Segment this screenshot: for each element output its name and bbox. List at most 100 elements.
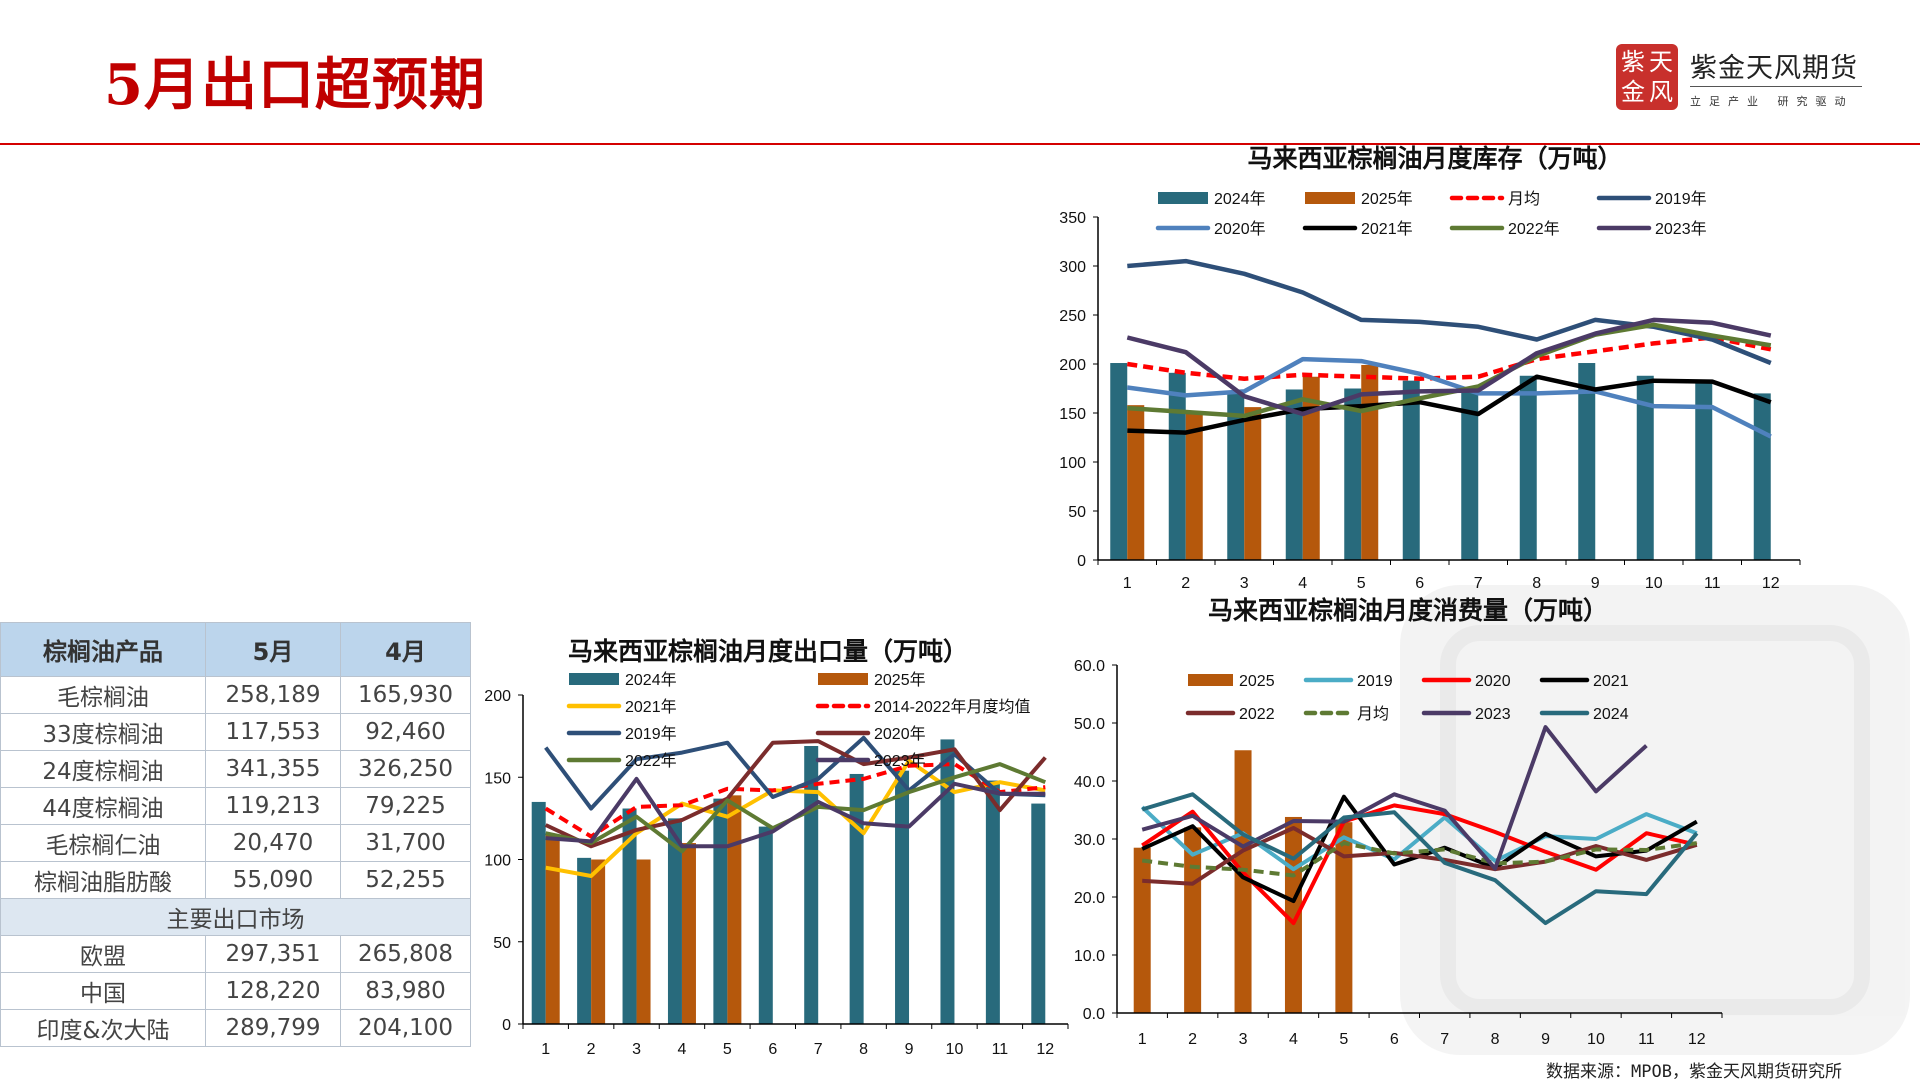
table-cell: 83,980 bbox=[340, 972, 471, 1010]
y-tick-label: 60.0 bbox=[1074, 658, 1105, 675]
y-tick-label: 0 bbox=[502, 1017, 511, 1034]
y-tick-label: 250 bbox=[1059, 308, 1086, 325]
line-2021年 bbox=[545, 758, 1046, 878]
x-tick-label: 7 bbox=[1474, 575, 1483, 592]
legend-label: 2021年 bbox=[625, 698, 677, 716]
bar-2024年-3 bbox=[1227, 392, 1245, 560]
table-section-label: 主要出口市场 bbox=[0, 898, 471, 936]
page-title: 5月出口超预期 bbox=[104, 52, 486, 118]
chart-2: 马来西亚棕榈油月度消费量（万吨） 0.0 10.0 20.0 30.0 40.0 50.0 6… bbox=[1074, 596, 1723, 1048]
table-cell: 289,799 bbox=[205, 1009, 341, 1047]
line-2023年 bbox=[545, 776, 1046, 849]
bar-2024年-12 bbox=[1031, 803, 1046, 1024]
bar-2025年-5 bbox=[727, 795, 742, 1024]
x-tick-label: 1 bbox=[1138, 1031, 1147, 1048]
legend-label: 月均 bbox=[1357, 705, 1389, 723]
bar-2025年-4 bbox=[681, 843, 696, 1024]
y-tick-label: 350 bbox=[1059, 210, 1086, 227]
table-row: 毛棕榈仁油 20,470 31,700 bbox=[0, 824, 471, 862]
legend-label: 月均 bbox=[1508, 190, 1540, 208]
legend-item-2023: 2023 bbox=[1421, 706, 1511, 723]
legend-item-2022年: 2022年 bbox=[1449, 220, 1560, 238]
legend-swatch bbox=[1158, 192, 1208, 204]
x-tick-label: 8 bbox=[1532, 575, 1541, 592]
table-row: 24度棕榈油 341,355 326,250 bbox=[0, 750, 471, 788]
y-tick-label: 0.0 bbox=[1083, 1006, 1105, 1023]
line-2023 bbox=[1141, 725, 1648, 871]
x-tick-label: 3 bbox=[632, 1041, 641, 1058]
legend-label: 2023年 bbox=[1655, 220, 1707, 238]
legend-item-2014-2022年月度均值: 2014-2022年月度均值 bbox=[815, 698, 1031, 716]
export-product-table: 棕榈油产品 5月 4月 毛棕榈油 258,189 165,930 33度棕榈油 117… bbox=[0, 622, 471, 1047]
y-tick-label: 10.0 bbox=[1074, 948, 1105, 965]
bar-2024年-12 bbox=[1753, 393, 1771, 560]
bar-2024年-10 bbox=[940, 739, 955, 1024]
legend-label: 2024 bbox=[1593, 706, 1629, 723]
bar-2024年-1 bbox=[1110, 363, 1128, 560]
table-section-row: 主要出口市场 bbox=[0, 898, 471, 936]
company-logo: 紫天 金风 紫金天风期货 立足产业 研究驱动 bbox=[1616, 44, 1866, 112]
line-2021年 bbox=[1127, 374, 1772, 435]
line-月均 bbox=[1141, 841, 1698, 878]
x-tick-label: 6 bbox=[1415, 575, 1424, 592]
x-tick-label: 6 bbox=[1390, 1031, 1399, 1048]
x-tick-label: 10 bbox=[1587, 1031, 1605, 1048]
y-tick-label: 200 bbox=[484, 688, 511, 705]
bar-2024年-6 bbox=[758, 826, 773, 1024]
chart-title: 马来西亚棕榈油月度库存（万吨） bbox=[1247, 144, 1622, 173]
legend-item-2022年: 2022年 bbox=[566, 752, 677, 770]
line-2020年 bbox=[544, 739, 1047, 849]
bar-2024年-1 bbox=[531, 801, 546, 1024]
x-tick-label: 1 bbox=[1123, 575, 1132, 592]
legend-label: 2019年 bbox=[1655, 190, 1707, 208]
table-cell: 117,553 bbox=[205, 713, 341, 751]
line-2019年 bbox=[1127, 258, 1772, 366]
legend-item-2023年: 2023年 bbox=[815, 752, 926, 770]
y-tick-label: 300 bbox=[1059, 259, 1086, 276]
legend-label: 2025年 bbox=[874, 671, 926, 689]
bar-2025-2 bbox=[1184, 827, 1202, 1013]
x-tick-label: 11 bbox=[992, 1041, 1009, 1058]
y-tick-label: 30.0 bbox=[1074, 832, 1105, 849]
legend-label: 2019 bbox=[1357, 673, 1393, 690]
table-cell: 128,220 bbox=[205, 972, 341, 1010]
table-cell: 297,351 bbox=[205, 935, 341, 973]
y-tick-label: 40.0 bbox=[1074, 774, 1105, 791]
bar-2024年-11 bbox=[985, 780, 1000, 1024]
logo-divider bbox=[1690, 86, 1862, 87]
x-tick-label: 9 bbox=[1541, 1031, 1550, 1048]
table-cell: 204,100 bbox=[340, 1009, 471, 1047]
x-tick-label: 5 bbox=[723, 1041, 732, 1058]
title-divider bbox=[0, 143, 1920, 145]
bar-2025年-2 bbox=[591, 859, 606, 1024]
legend-item-2021年: 2021年 bbox=[1302, 220, 1413, 238]
legend-label: 2021年 bbox=[1361, 220, 1413, 238]
table-cell: 44度棕榈油 bbox=[0, 787, 206, 825]
bar-2024年-4 bbox=[1285, 389, 1303, 560]
legend-item-2022: 2022 bbox=[1185, 706, 1275, 723]
bar-2025-5 bbox=[1335, 822, 1353, 1013]
line-2014-2022年月度均值 bbox=[544, 762, 1046, 839]
bar-2024年-5 bbox=[713, 798, 728, 1024]
legend-label: 2020年 bbox=[1214, 220, 1266, 238]
table-cell: 265,808 bbox=[340, 935, 471, 973]
bar-2024年-9 bbox=[895, 770, 910, 1024]
legend-item-2020年: 2020年 bbox=[1155, 220, 1266, 238]
legend-item-2019年: 2019年 bbox=[566, 725, 677, 743]
line-2024 bbox=[1141, 792, 1699, 926]
legend-label: 2020 bbox=[1475, 673, 1511, 690]
bar-2025-1 bbox=[1133, 847, 1151, 1013]
bar-2024年-10 bbox=[1636, 375, 1654, 560]
x-tick-label: 4 bbox=[678, 1041, 687, 1058]
table-cell: 印度&次大陆 bbox=[0, 1009, 206, 1047]
legend-item-2020: 2020 bbox=[1421, 673, 1511, 690]
x-tick-label: 10 bbox=[946, 1041, 964, 1058]
legend-swatch bbox=[1188, 674, 1233, 686]
bar-2024年-11 bbox=[1695, 382, 1713, 560]
line-2023年 bbox=[1126, 317, 1772, 417]
x-tick-label: 3 bbox=[1240, 575, 1249, 592]
bar-2025年-3 bbox=[636, 859, 651, 1024]
line-2020年 bbox=[1126, 356, 1772, 439]
